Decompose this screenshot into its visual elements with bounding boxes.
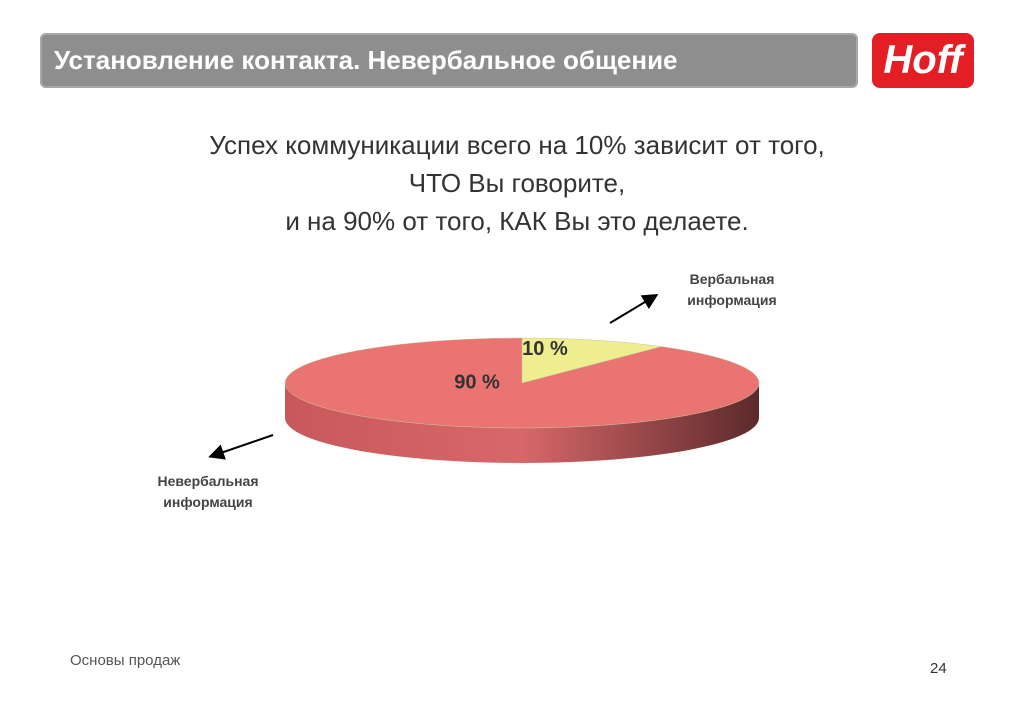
arrow [609, 293, 659, 324]
statement-line: ЧТО Вы говорите, [408, 168, 626, 198]
value-label: 90 % [454, 371, 500, 393]
page-number: 24 [930, 660, 947, 677]
pie-slice [284, 337, 760, 429]
category-label: Вербальная информация [687, 271, 777, 308]
arrow [208, 434, 274, 460]
statement-line: Успех коммуникации всего на 10% зависит … [209, 130, 825, 160]
statement-line: и на 90% от того, КАК Вы это делаете. [285, 206, 749, 236]
pie-slice [521, 337, 662, 384]
slide-title: Установление контакта. Невербальное обще… [40, 33, 858, 88]
pie-side [285, 383, 759, 463]
footer-text: Основы продаж [70, 652, 181, 669]
category-label: Невербальная информация [157, 473, 259, 510]
value-label: 10 % [522, 338, 568, 360]
logo: Hoff [872, 33, 974, 88]
